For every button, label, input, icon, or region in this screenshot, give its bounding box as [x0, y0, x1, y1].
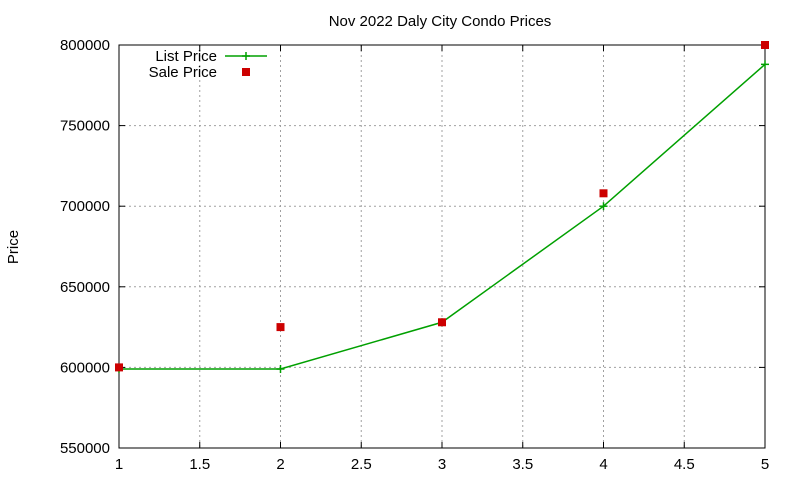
- x-tick-label: 4.5: [674, 456, 695, 473]
- legend-entry-sale-price: Sale Price: [149, 64, 250, 81]
- x-tick-label: 1: [115, 456, 123, 473]
- x-tick-label: 4: [599, 456, 607, 473]
- y-axis-label: Price: [5, 230, 22, 264]
- x-tick-label: 3.5: [512, 456, 533, 473]
- legend-entry-list-price: List Price: [155, 48, 267, 65]
- y-tick-label: 700000: [60, 198, 110, 215]
- y-tick-label: 600000: [60, 359, 110, 376]
- data-point-sale-price: [438, 318, 446, 327]
- data-point-list-price: [761, 60, 769, 69]
- plot-area-border: [118, 44, 766, 449]
- data-point-sale-price: [115, 363, 123, 372]
- series-sale-price: [115, 41, 769, 372]
- legend-marker: [242, 68, 250, 76]
- chart-title: Nov 2022 Daly City Condo Prices: [329, 13, 552, 30]
- data-point-list-price: [599, 202, 608, 211]
- x-tick-label: 2: [276, 456, 284, 473]
- x-tick-label: 5: [761, 456, 769, 473]
- grid: [119, 45, 765, 448]
- legend-label: Sale Price: [149, 64, 217, 81]
- data-point-sale-price: [276, 323, 285, 332]
- x-tick-label: 3: [438, 456, 446, 473]
- x-tick-label: 1.5: [189, 456, 210, 473]
- tick-labels: 1 1.5 2 2.5 3 3.5 4 4.5 5 550000 600000 650000 70000…: [60, 37, 769, 473]
- y-tick-label: 800000: [60, 37, 110, 54]
- x-tick-label: 2.5: [351, 456, 372, 473]
- legend-label: List Price: [155, 48, 217, 65]
- data-point-list-price: [276, 365, 285, 374]
- y-tick-label: 650000: [60, 279, 110, 296]
- y-tick-label: 750000: [60, 118, 110, 135]
- data-point-sale-price: [599, 189, 608, 198]
- y-tick-label: 550000: [60, 440, 110, 457]
- data-point-sale-price: [761, 41, 769, 49]
- legend-marker: [242, 52, 250, 60]
- series-layer: [115, 41, 769, 374]
